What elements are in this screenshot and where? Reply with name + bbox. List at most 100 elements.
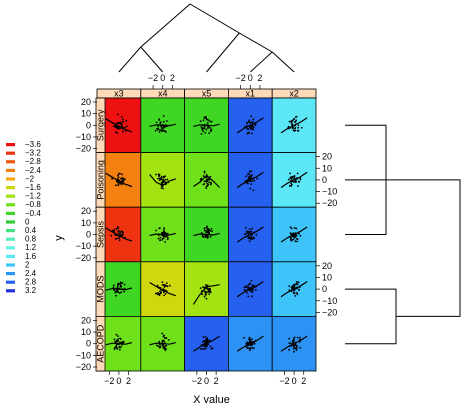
data-point [297,185,299,188]
data-point [208,293,211,295]
data-point [246,182,249,184]
data-point [163,284,166,286]
data-point [205,297,208,300]
x-tick-label: 2 [301,376,306,386]
data-point [117,284,120,287]
data-point [288,120,291,123]
data-point [290,123,293,125]
data-point [119,292,121,294]
data-point [159,177,161,180]
data-point [117,121,120,124]
data-point [291,227,293,230]
data-point [164,130,167,133]
data-point [293,130,296,132]
data-point [255,233,258,236]
fit-line [149,232,176,237]
data-point [248,170,251,173]
data-point [119,232,122,234]
legend-label: 2.8 [25,278,37,287]
legend-label: 0.8 [25,235,37,244]
y-tick-label-right: −20 [322,198,337,208]
data-point [115,333,118,336]
data-point [160,177,163,180]
data-point [119,346,122,348]
data-point [163,229,165,231]
data-point [250,126,253,128]
data-point [122,120,124,123]
data-point [207,291,210,293]
data-point [164,232,166,234]
data-point [205,118,208,121]
data-point [209,181,212,184]
data-point [158,340,161,343]
dendrogram-branch [271,51,295,73]
data-point [120,291,123,294]
data-point [157,292,159,294]
data-point [157,237,160,240]
data-point [288,337,290,340]
data-point [290,342,292,345]
data-point [254,124,256,126]
data-point [116,285,119,288]
data-point [293,350,295,353]
data-point [207,127,209,129]
data-point [162,347,165,349]
legend-label: 3.2 [25,286,37,295]
data-point [163,294,166,297]
y-tick-label: 20 [81,206,91,216]
data-point [250,279,253,282]
data-point [251,295,253,298]
row-dendrogram [345,124,461,345]
data-point [287,178,290,181]
data-point [202,336,205,339]
data-point [249,347,252,350]
y-tick-label: 0 [86,339,91,349]
data-point [163,227,166,230]
data-point [208,289,211,291]
data-point [162,232,165,235]
fit-line [280,226,308,243]
data-point [210,227,213,230]
data-point [252,128,255,131]
data-point [251,234,253,236]
data-point [164,241,167,243]
data-point [118,237,120,240]
data-point [210,129,213,132]
data-point [289,177,291,180]
fit-line [193,123,220,127]
data-point [295,345,298,348]
fit-line [149,281,176,297]
data-point [203,295,206,298]
legend-swatch [6,280,15,284]
data-point [292,347,295,350]
data-point [248,336,251,339]
data-point [251,290,254,293]
data-point [252,189,255,192]
data-point [246,132,249,135]
x-tick-label: −2 [279,376,289,386]
data-point [205,232,208,234]
fit-line [280,117,308,134]
data-point [295,227,298,230]
data-point [162,115,165,117]
legend-label: 2.4 [25,269,37,278]
data-point [295,292,298,294]
data-point [207,231,210,234]
data-point [251,338,253,341]
data-point [156,129,159,131]
data-point [206,235,209,238]
x-tick-label: 0 [292,376,297,386]
data-point [164,175,167,178]
data-point [122,341,124,344]
data-point [115,294,117,297]
y-tick-label: −10 [76,132,91,142]
data-point [117,183,120,186]
strip-label-x5: x5 [202,89,212,99]
data-point [251,346,254,349]
data-point [247,121,250,123]
data-point [295,347,298,350]
column-dendrogram [118,3,295,73]
dendrogram-branch [239,32,273,53]
data-point [162,120,165,123]
